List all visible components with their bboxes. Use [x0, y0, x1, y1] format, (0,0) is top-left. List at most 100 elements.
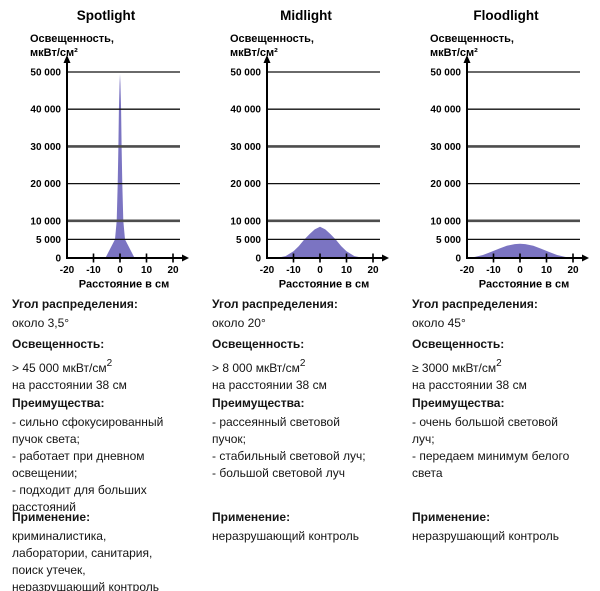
floodlight-angle-section: Угол распределения: около 45° [412, 296, 596, 332]
illuminance-value: ≥ 3000 мкВт/см2 [412, 356, 596, 377]
y-tick-label: 30 000 [430, 142, 461, 153]
x-tick-label: -20 [60, 265, 75, 276]
angle-value: около 45° [412, 316, 466, 330]
x-tick-label: 0 [317, 265, 323, 276]
illuminance-note: на расстоянии 38 см [412, 378, 527, 392]
y-axis-arrow [263, 55, 271, 63]
x-tick-label: -10 [286, 265, 301, 276]
x-axis-arrow [582, 254, 589, 262]
y-tick-label: 50 000 [30, 68, 61, 79]
floodlight-chart: 50 000 40 000 30 000 20 000 10 000 5 000 0 -20-… [400, 0, 600, 292]
illuminance-sup: 2 [106, 358, 113, 369]
application-header: Применение: [412, 510, 491, 524]
x-axis-title: Расстояние в см [279, 279, 369, 291]
spotlight-chart: 50 000 40 000 30 000 20 000 10 000 5 000 0 -20-… [0, 0, 200, 292]
x-axis-arrow [182, 254, 189, 262]
x-tick-label: -10 [86, 265, 101, 276]
x-tick-label: -10 [486, 265, 501, 276]
illuminance-sup: 2 [496, 358, 502, 369]
application-header: Применение: [12, 510, 91, 524]
illuminance-header: Освещенность: [412, 337, 505, 351]
distribution-area [105, 73, 135, 259]
y-tick-label: 40 000 [230, 105, 261, 116]
application-list: криминалистика, лаборатории, санитария, … [12, 529, 159, 591]
advantages-header: Преимущества: [212, 396, 305, 410]
floodlight-illuminance-section: Освещенность: ≥ 3000 мкВт/см2 на расстоя… [412, 336, 596, 394]
illuminance-header: Освещенность: [12, 337, 105, 351]
x-axis-title: Расстояние в см [79, 279, 169, 291]
column-spotlight: 50 000 40 000 30 000 20 000 10 000 5 000 0 -20-… [0, 0, 200, 591]
advantages-header: Преимущества: [12, 396, 105, 410]
midlight-chart: 50 000 40 000 30 000 20 000 10 000 5 000 0 -20-… [200, 0, 400, 292]
illuminance-note: на расстоянии 38 см [212, 378, 327, 392]
y-tick-label: 30 000 [30, 142, 61, 153]
advantages-header: Преимущества: [412, 396, 505, 410]
x-axis-arrow [382, 254, 389, 262]
illuminance-value: > 45 000 мкВт/см2 [12, 356, 196, 377]
y-tick-label: 20 000 [430, 179, 461, 190]
illuminance-value-text: ≥ 3000 мкВт/см [412, 361, 497, 375]
y-tick-label: 0 [255, 254, 261, 265]
advantages-list: - очень большой световой луч; - передаем… [412, 415, 570, 480]
application-list: неразрушающий контроль [412, 529, 559, 543]
chart-title: Midlight [280, 8, 332, 23]
chart-title: Floodlight [473, 8, 539, 23]
illuminance-note: на расстоянии 38 см [12, 378, 127, 392]
midlight-angle-section: Угол распределения: около 20° [212, 296, 396, 332]
advantages-list: - сильно сфокусированный пучок света; - … [12, 415, 164, 514]
y-tick-label: 10 000 [430, 216, 461, 227]
y-tick-label: 10 000 [30, 216, 61, 227]
x-tick-label: 10 [541, 265, 553, 276]
x-tick-label: -20 [260, 265, 275, 276]
illuminance-value-text: > 8 000 мкВт/см [212, 361, 300, 375]
distribution-area [276, 226, 364, 258]
angle-header: Угол распределения: [12, 297, 138, 311]
y-axis-title-line1: Освещенность, [230, 33, 314, 45]
y-tick-label: 40 000 [430, 105, 461, 116]
y-axis-arrow [463, 55, 471, 63]
y-tick-label: 0 [55, 254, 61, 265]
y-axis-title-line2: мкВт/см² [30, 47, 78, 59]
y-tick-label: 50 000 [430, 68, 461, 79]
x-tick-label: 10 [141, 265, 153, 276]
chart-title: Spotlight [77, 8, 136, 23]
y-tick-label: 10 000 [230, 216, 261, 227]
spotlight-illuminance-section: Освещенность: > 45 000 мкВт/см2 на расст… [12, 336, 196, 394]
y-tick-label: 5 000 [436, 235, 461, 246]
x-tick-label: 0 [117, 265, 123, 276]
x-tick-label: -20 [460, 265, 475, 276]
floodlight-application-section: Применение: неразрушающий контроль [412, 509, 596, 545]
y-tick-label: 0 [455, 254, 461, 265]
illuminance-value-text: > 45 000 мкВт/см [12, 361, 107, 375]
x-tick-label: 20 [167, 265, 179, 276]
y-tick-label: 20 000 [30, 179, 61, 190]
y-tick-label: 20 000 [230, 179, 261, 190]
x-tick-label: 0 [517, 265, 523, 276]
application-list: неразрушающий контроль [212, 529, 359, 543]
column-midlight: 50 000 40 000 30 000 20 000 10 000 5 000 0 -20-… [200, 0, 400, 591]
y-axis-arrow [63, 55, 71, 63]
y-tick-label: 50 000 [230, 68, 261, 79]
application-header: Применение: [212, 510, 291, 524]
y-axis-title-line1: Освещенность, [430, 33, 514, 45]
spotlight-angle-section: Угол распределения: около 3,5° [12, 296, 196, 332]
floodlight-advantages-section: Преимущества: - очень большой световой л… [412, 395, 596, 482]
y-tick-label: 30 000 [230, 142, 261, 153]
angle-header: Угол распределения: [212, 297, 338, 311]
illuminance-sup: 2 [299, 358, 306, 369]
angle-header: Угол распределения: [412, 297, 538, 311]
advantages-list: - рассеянный световой пучок; - стабильны… [212, 415, 366, 480]
x-axis-title: Расстояние в см [479, 279, 569, 291]
y-axis-title-line2: мкВт/см² [230, 47, 278, 59]
spotlight-application-section: Применение: криминалистика, лаборатории,… [12, 509, 196, 591]
column-floodlight: 50 000 40 000 30 000 20 000 10 000 5 000 0 -20-… [400, 0, 600, 591]
x-tick-label: 20 [567, 265, 579, 276]
x-tick-label: 10 [341, 265, 353, 276]
y-axis-title-line2: мкВт/см² [430, 47, 478, 59]
x-tick-label: 20 [367, 265, 379, 276]
midlight-illuminance-section: Освещенность: > 8 000 мкВт/см2 на рассто… [212, 336, 396, 394]
